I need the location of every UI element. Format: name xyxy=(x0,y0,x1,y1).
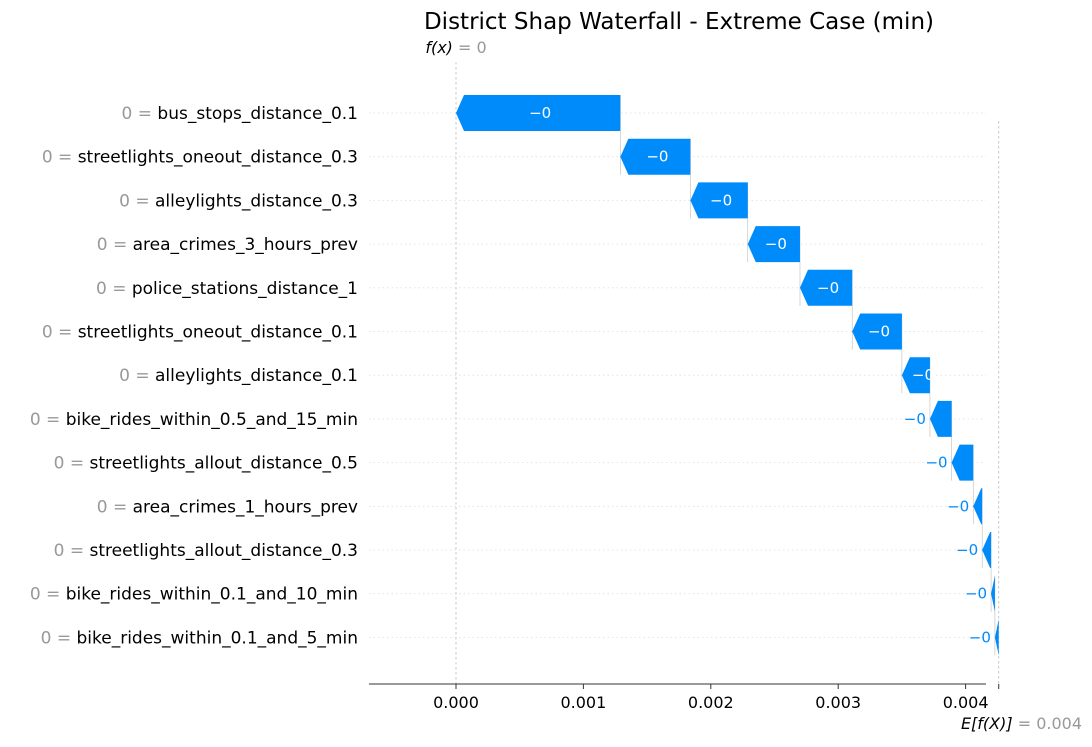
bars-layer: −0 −0 −0 −0 −0 −0 −0 −0 −0 −0 −0 −0 −0 xyxy=(456,95,999,656)
feature-labels: 0 = bus_stops_distance_0.10 = streetligh… xyxy=(30,104,358,648)
feature-value: 0 = xyxy=(42,323,78,343)
bar-value-label: −0 xyxy=(646,148,668,166)
feature-name: streetlights_allout_distance_0.5 xyxy=(89,454,358,474)
feature-label: 0 = bike_rides_within_0.5_and_15_min xyxy=(30,410,358,430)
feature-label: 0 = bike_rides_within_0.1_and_5_min xyxy=(41,628,358,648)
feature-name: bike_rides_within_0.5_and_15_min xyxy=(66,410,358,430)
feature-value: 0 = xyxy=(96,279,132,299)
bar-value-label: −0 xyxy=(956,541,978,559)
bar-value-label: −0 xyxy=(969,628,991,646)
x-tick-label: 0.000 xyxy=(433,693,479,712)
feature-label: 0 = alleylights_distance_0.3 xyxy=(119,191,358,211)
fx-symbol: f(x) xyxy=(425,38,453,57)
feature-label: 0 = streetlights_allout_distance_0.5 xyxy=(54,454,358,474)
shap-bar xyxy=(951,444,974,481)
feature-name: alleylights_distance_0.3 xyxy=(155,191,358,211)
feature-label: 0 = bus_stops_distance_0.1 xyxy=(122,104,358,124)
shap-bar xyxy=(852,313,902,350)
shap-bar xyxy=(929,400,952,437)
bar-value-label: −0 xyxy=(912,366,934,384)
feature-label: 0 = streetlights_oneout_distance_0.3 xyxy=(42,148,358,168)
feature-name: police_stations_distance_1 xyxy=(132,279,358,299)
expected-symbol: E[f(X)] xyxy=(961,714,1013,733)
bar-value-label: −0 xyxy=(817,279,839,297)
feature-name: bus_stops_distance_0.1 xyxy=(157,104,358,124)
feature-value: 0 = xyxy=(119,366,155,386)
bar-value-label: −0 xyxy=(965,585,987,603)
feature-name: alleylights_distance_0.1 xyxy=(155,366,358,386)
feature-value: 0 = xyxy=(97,235,133,255)
bar-value-label: −0 xyxy=(710,191,732,209)
shap-bar xyxy=(982,532,992,568)
feature-value: 0 = xyxy=(42,148,78,168)
shap-bar xyxy=(973,488,983,525)
x-tick-label: 0.002 xyxy=(688,693,734,712)
connector-layer xyxy=(620,95,996,656)
feature-name: streetlights_oneout_distance_0.1 xyxy=(78,323,358,343)
feature-value: 0 = xyxy=(54,454,90,474)
fx-annotation: f(x) = 0 xyxy=(425,38,486,57)
x-tick-label: 0.004 xyxy=(943,693,989,712)
expected-annotation: E[f(X)] = 0.004 xyxy=(961,714,1082,733)
x-axis: 0.000 0.001 0.002 0.003 0.004 xyxy=(369,683,1000,712)
x-tick-label: 0.001 xyxy=(560,693,606,712)
bar-value-label: −0 xyxy=(765,235,787,253)
chart-title: District Shap Waterfall - Extreme Case (… xyxy=(424,9,934,35)
x-tick-label: 0.003 xyxy=(815,693,861,712)
feature-label: 0 = area_crimes_3_hours_prev xyxy=(97,235,358,255)
shap-bar xyxy=(994,619,999,656)
feature-value: 0 = xyxy=(30,585,66,605)
bar-value-label: −0 xyxy=(904,410,926,428)
bar-value-label: −0 xyxy=(529,104,551,122)
shap-bar xyxy=(901,357,930,394)
feature-value: 0 = xyxy=(119,191,155,211)
feature-label: 0 = police_stations_distance_1 xyxy=(96,279,358,299)
feature-name: area_crimes_1_hours_prev xyxy=(133,497,358,517)
fx-value: = 0 xyxy=(453,38,487,57)
annotations: f(x) = 0 E[f(X)] = 0.004 xyxy=(425,38,1082,733)
feature-label: 0 = streetlights_allout_distance_0.3 xyxy=(54,541,358,561)
feature-value: 0 = xyxy=(54,541,90,561)
feature-value: 0 = xyxy=(30,410,66,430)
shap-bar xyxy=(620,138,691,175)
feature-label: 0 = area_crimes_1_hours_prev xyxy=(97,497,358,517)
feature-name: streetlights_oneout_distance_0.3 xyxy=(78,148,358,168)
feature-label: 0 = streetlights_oneout_distance_0.1 xyxy=(42,323,358,343)
shap-bar xyxy=(991,575,995,612)
feature-value: 0 = xyxy=(97,497,133,517)
feature-value: 0 = xyxy=(41,628,77,648)
feature-value: 0 = xyxy=(122,104,158,124)
feature-name: streetlights_allout_distance_0.3 xyxy=(89,541,358,561)
bar-value-label: −0 xyxy=(868,323,890,341)
bar-value-label: −0 xyxy=(925,454,947,472)
feature-label: 0 = alleylights_distance_0.1 xyxy=(119,366,358,386)
shap-bar xyxy=(456,95,621,131)
feature-label: 0 = bike_rides_within_0.1_and_10_min xyxy=(30,585,358,605)
shap-bar xyxy=(690,182,748,219)
shap-bar xyxy=(747,226,800,263)
feature-name: bike_rides_within_0.1_and_10_min xyxy=(66,585,358,605)
feature-name: bike_rides_within_0.1_and_5_min xyxy=(77,628,359,648)
shap-bar xyxy=(799,269,853,306)
feature-name: area_crimes_3_hours_prev xyxy=(133,235,358,255)
expected-value: = 0.004 xyxy=(1013,714,1082,733)
bar-value-label: −0 xyxy=(947,497,969,515)
